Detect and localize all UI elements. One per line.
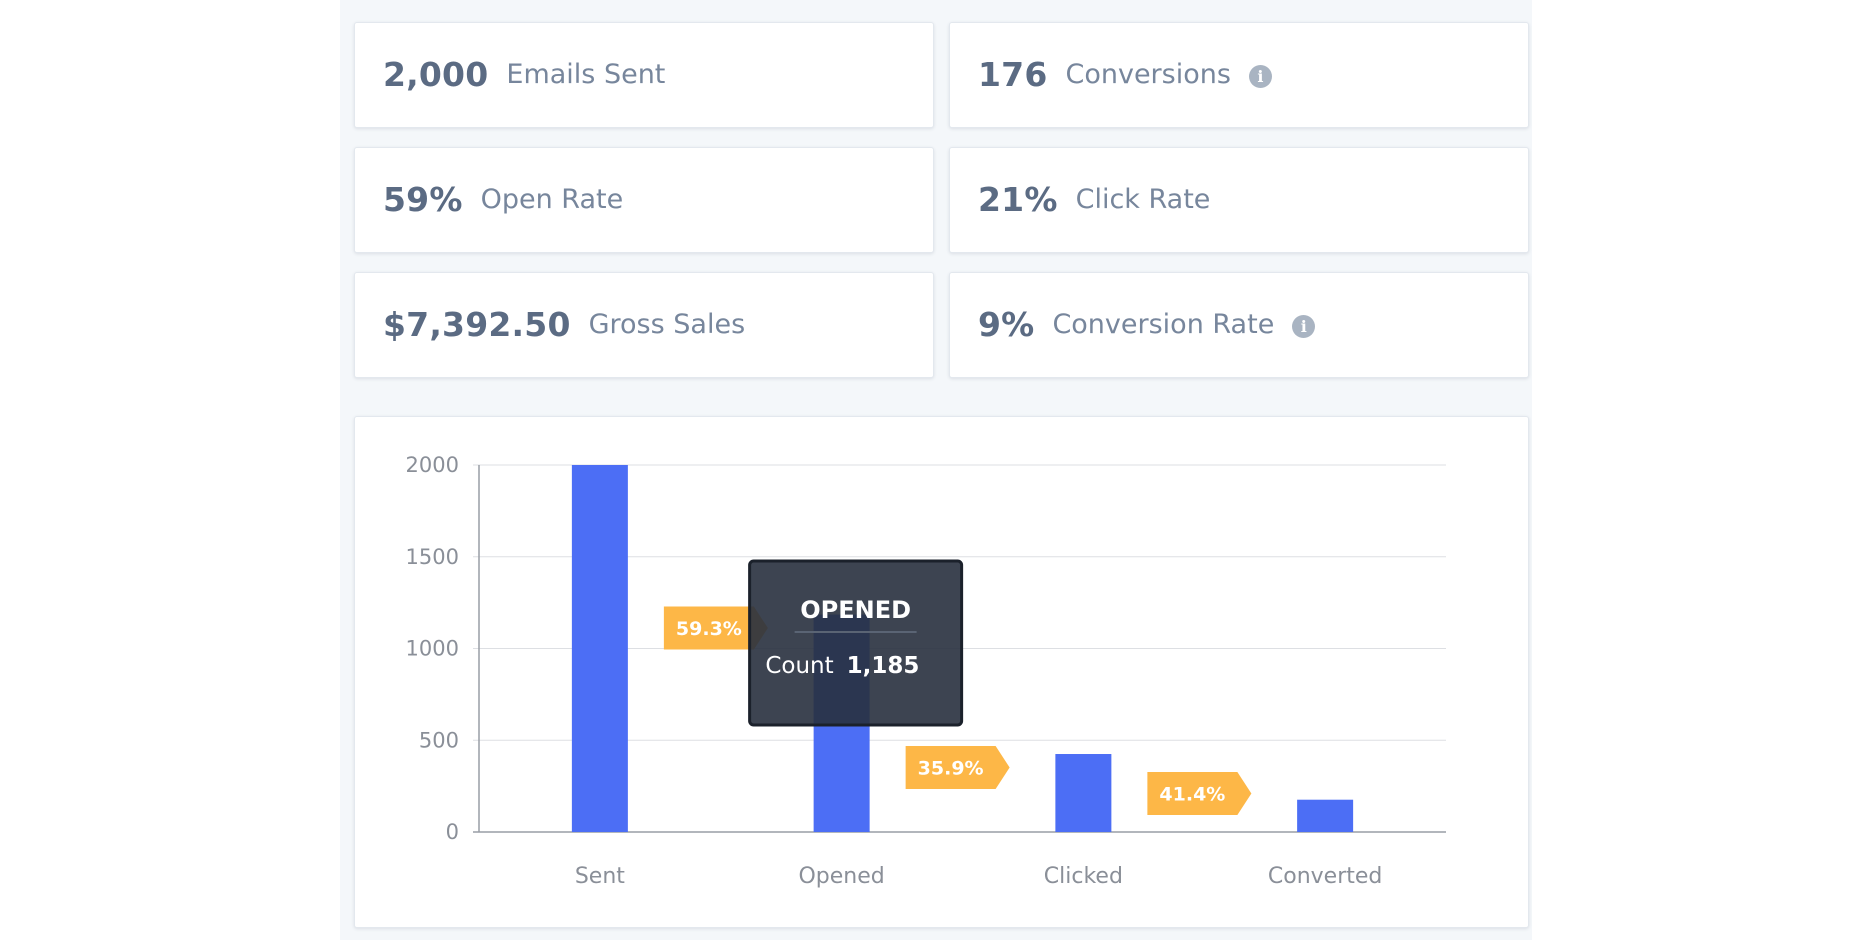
x-tick-label: Converted (1268, 864, 1383, 889)
stat-card-conversions: 176 Conversions i (949, 22, 1529, 128)
y-tick-label: 500 (419, 728, 459, 752)
funnel-chart: 0 500 1000 1500 2000 Sent Opened Clicked Convert… (406, 453, 1446, 889)
stat-value: 59% (383, 180, 463, 219)
rate-tag (663, 606, 768, 650)
stat-label: Conversion Rate (1052, 309, 1275, 340)
tooltip-value: 1,185 (847, 653, 920, 679)
y-tick-label: 0 (446, 820, 459, 844)
y-tick-label: 2000 (406, 453, 459, 477)
bar-converted[interactable] (1297, 799, 1354, 832)
stat-card-conversion-rate: 9% Conversion Rate i (949, 272, 1529, 378)
rate-tag-label: 35.9% (918, 758, 984, 780)
stat-card-gross-sales: $7,392.50 Gross Sales (354, 272, 934, 378)
stat-value: 2,000 (383, 55, 489, 94)
stat-value: 21% (978, 180, 1058, 219)
rate-tag-label: 41.4% (1159, 784, 1225, 806)
y-tick-label: 1500 (406, 545, 459, 569)
stat-label: Gross Sales (588, 309, 746, 340)
y-tick-label: 1000 (406, 637, 459, 661)
bar-sent[interactable] (571, 465, 628, 832)
bar-clicked[interactable] (1055, 754, 1112, 832)
stat-label: Open Rate (480, 184, 624, 215)
x-tick-label: Sent (575, 864, 625, 889)
rate-tag-label: 59.3% (676, 618, 742, 640)
info-icon[interactable]: i (1248, 65, 1272, 88)
rate-tag (905, 746, 1010, 790)
stat-value: $7,392.50 (383, 305, 571, 344)
stat-label: Emails Sent (506, 59, 666, 90)
stat-label: Click Rate (1075, 184, 1211, 215)
tooltip-label: Count (765, 653, 833, 679)
funnel-chart-card: 0 500 1000 1500 2000 Sent Opened Clicked Convert… (354, 416, 1529, 928)
x-tick-label: Clicked (1044, 864, 1123, 889)
tooltip-title: OPENED (800, 596, 911, 624)
report-panel: 2,000 Emails Sent 176 Conversions i 59% … (340, 0, 1532, 940)
stat-card-open-rate: 59% Open Rate (354, 147, 934, 253)
stat-label: Conversions (1065, 59, 1231, 90)
chart-tooltip (748, 559, 964, 727)
stat-card-click-rate: 21% Click Rate (949, 147, 1529, 253)
stat-value: 9% (978, 305, 1035, 344)
stat-value: 176 (978, 55, 1048, 94)
info-icon[interactable]: i (1292, 315, 1316, 338)
x-tick-label: Opened (798, 864, 884, 889)
rate-tag (1147, 772, 1252, 815)
stat-card-emails-sent: 2,000 Emails Sent (354, 22, 934, 128)
